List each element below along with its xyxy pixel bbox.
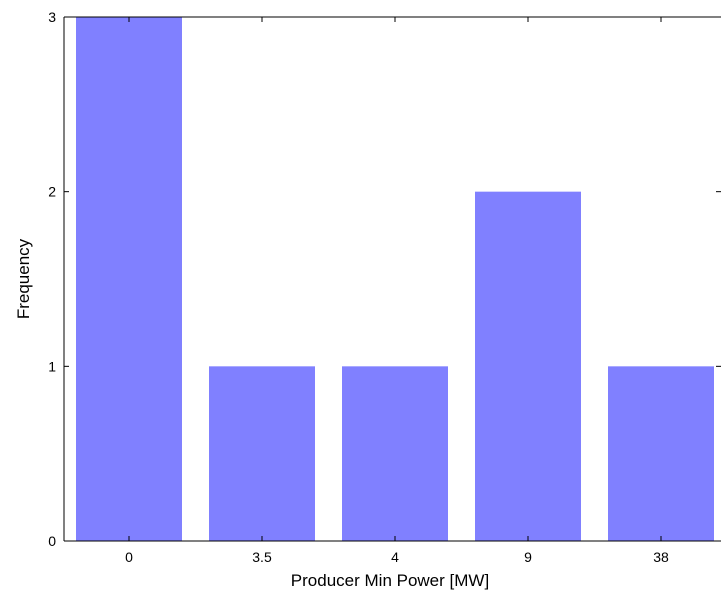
x-tick-label-3.5: 3.5 <box>252 549 272 565</box>
bar-38 <box>608 366 714 541</box>
x-tick-label-9: 9 <box>524 549 532 565</box>
y-tick-label-2: 2 <box>48 184 56 200</box>
bar-4 <box>342 366 448 541</box>
x-tick-label-4: 4 <box>391 549 399 565</box>
bar-0 <box>76 17 182 541</box>
tick-labels-group: 0 3.5 4 9 38 0 1 2 3 <box>48 9 669 565</box>
y-axis-label: Frequency <box>14 238 33 319</box>
y-tick-label-1: 1 <box>48 358 56 374</box>
bar-9 <box>475 191 581 541</box>
y-tick-label-3: 3 <box>48 9 56 25</box>
x-tick-label-0: 0 <box>125 549 133 565</box>
bars-group <box>76 17 714 541</box>
axes-group <box>63 16 721 542</box>
bar-3.5 <box>209 366 315 541</box>
y-tick-label-0: 0 <box>48 533 56 549</box>
x-axis-label: Producer Min Power [MW] <box>291 571 489 590</box>
ticks-group <box>64 16 721 542</box>
x-tick-label-38: 38 <box>653 549 669 565</box>
